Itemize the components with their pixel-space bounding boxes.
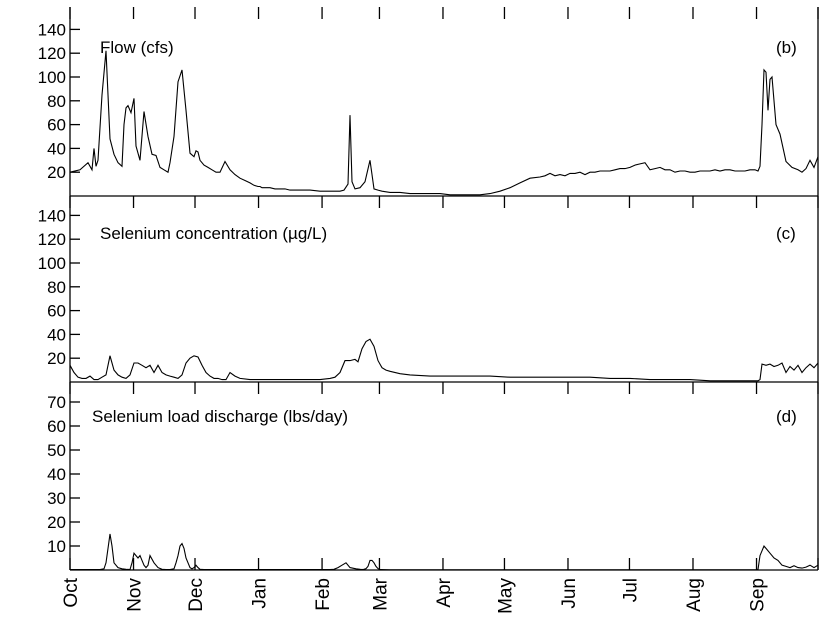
month-label: Nov xyxy=(125,578,146,612)
month-label: Apr xyxy=(434,577,455,607)
month-label: Feb xyxy=(313,578,334,611)
month-label: Dec xyxy=(186,578,207,612)
y-tick-label: 80 xyxy=(47,92,66,111)
month-label: Jun xyxy=(559,578,580,609)
month-label: Sep xyxy=(748,578,769,612)
y-tick-label: 140 xyxy=(38,20,66,39)
panel-letter-b: (b) xyxy=(776,38,797,57)
month-label: Jul xyxy=(620,578,641,602)
selenium-concentration-panel: Selenium concentration (µg/L) (c) 20 40 60… xyxy=(38,196,819,383)
y-tick-label: 120 xyxy=(38,44,66,63)
panel-letter-d: (d) xyxy=(776,407,797,426)
flow-panel: Flow (cfs) (b) 20 40 60 80 100 120 140 xyxy=(38,7,819,197)
month-label: May xyxy=(495,578,516,614)
panel-letter-c: (c) xyxy=(776,224,796,243)
y-tick-label: 20 xyxy=(47,349,66,368)
series-line xyxy=(69,50,819,196)
series-line xyxy=(70,533,819,571)
panel-title-selenium-concentration: Selenium concentration (µg/L) xyxy=(100,224,327,243)
y-tick-label: 60 xyxy=(47,417,66,436)
panel-title-flow: Flow (cfs) xyxy=(100,38,174,57)
y-tick-label: 140 xyxy=(38,206,66,225)
month-label: Oct xyxy=(61,577,82,607)
y-tick-label: 30 xyxy=(47,489,66,508)
y-tick-label: 20 xyxy=(47,163,66,182)
month-label: Jan xyxy=(250,578,271,609)
y-tick-label: 100 xyxy=(38,254,66,273)
y-tick-label: 40 xyxy=(47,139,66,158)
y-tick-label: 50 xyxy=(47,441,66,460)
month-axis: Oct Nov Dec Jan Feb Mar Apr May Jun Jul Aug Sep xyxy=(61,577,769,614)
month-label: Mar xyxy=(370,577,391,610)
y-tick-label: 80 xyxy=(47,278,66,297)
y-tick-label: 60 xyxy=(47,302,66,321)
y-tick-label: 120 xyxy=(38,230,66,249)
selenium-load-panel: Selenium load discharge (lbs/day) (d) 10… xyxy=(47,382,819,571)
y-tick-label: 20 xyxy=(47,513,66,532)
y-tick-label: 10 xyxy=(47,537,66,556)
y-tick-label: 70 xyxy=(47,393,66,412)
y-tick-label: 100 xyxy=(38,68,66,87)
y-tick-label: 60 xyxy=(47,116,66,135)
y-tick-label: 40 xyxy=(47,325,66,344)
panel-title-selenium-load: Selenium load discharge (lbs/day) xyxy=(92,407,348,426)
series-line xyxy=(69,338,819,382)
month-label: Aug xyxy=(684,578,705,612)
y-tick-label: 40 xyxy=(47,465,66,484)
